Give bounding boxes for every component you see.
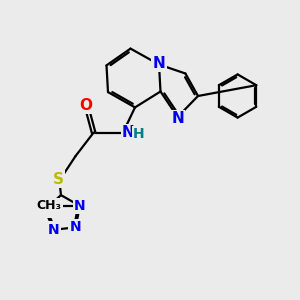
Text: S: S <box>52 172 63 187</box>
Text: N: N <box>39 203 51 217</box>
Text: N: N <box>122 125 135 140</box>
Text: CH₃: CH₃ <box>36 200 61 212</box>
Text: O: O <box>79 98 92 113</box>
Text: N: N <box>48 223 60 237</box>
Text: N: N <box>153 56 165 70</box>
Text: N: N <box>74 199 86 213</box>
Text: N: N <box>70 220 81 234</box>
Text: N: N <box>171 111 184 126</box>
Text: H: H <box>133 127 144 141</box>
